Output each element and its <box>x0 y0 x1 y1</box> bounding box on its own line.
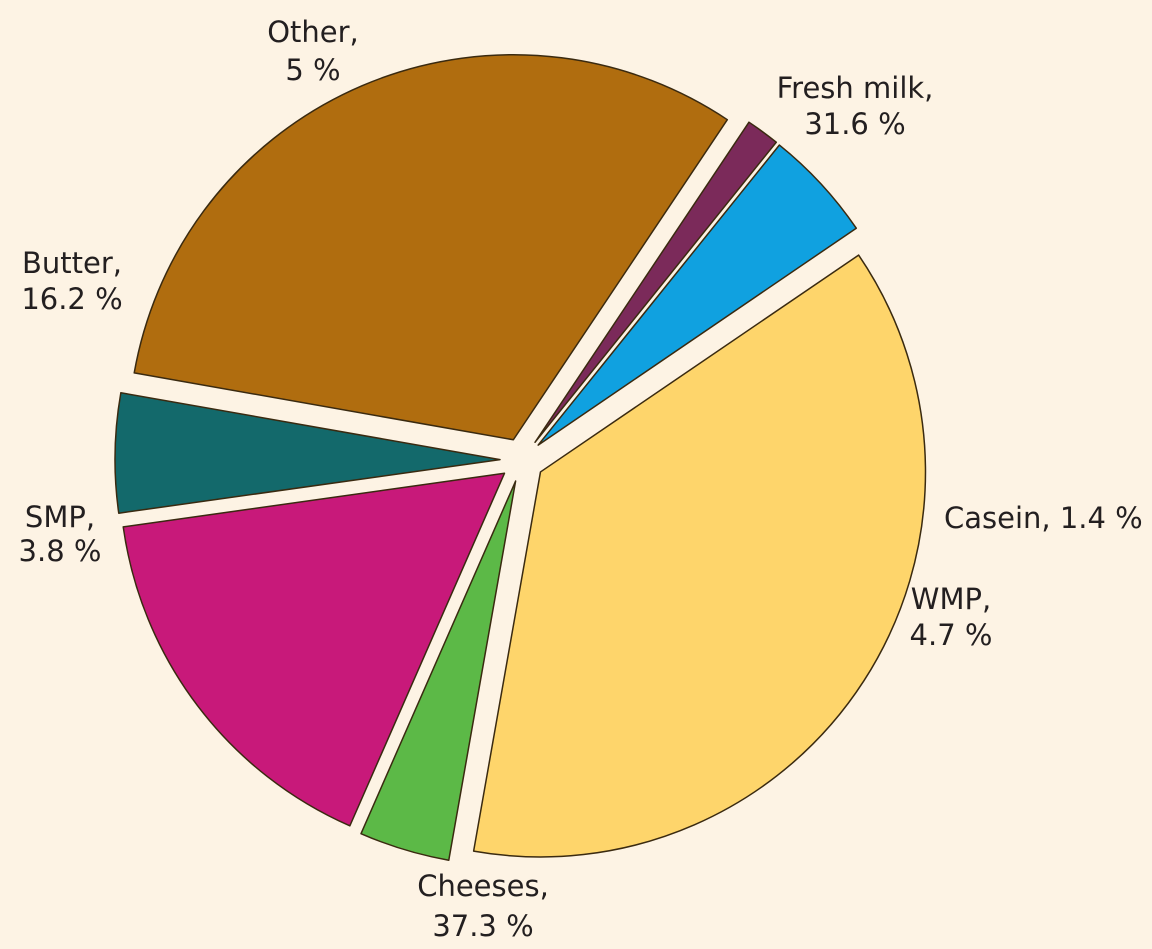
pie-slice-wmp <box>537 144 858 446</box>
slice-label-butter: Butter, 16.2 % <box>21 246 122 316</box>
slice-label-line: Other, <box>267 15 359 49</box>
slice-label-line: Cheeses, <box>417 869 549 903</box>
slice-label-line: 31.6 % <box>804 107 905 141</box>
pie-slices <box>114 54 927 861</box>
slice-label-line: 37.3 % <box>432 909 533 943</box>
slice-label-cheeses: Cheeses, 37.3 % <box>417 869 549 943</box>
slice-label-line: 3.8 % <box>19 534 102 568</box>
slice-label-fresh-milk: Fresh milk, 31.6 % <box>777 71 934 141</box>
slice-label-smp: SMP, 3.8 % <box>19 500 102 568</box>
slice-label-line: 4.7 % <box>910 618 993 652</box>
slice-label-line: WMP, <box>911 582 991 616</box>
slice-label-line: Fresh milk, <box>777 71 934 105</box>
pie-slice-fresh-milk <box>133 54 729 441</box>
slice-label-line: 16.2 % <box>21 282 122 316</box>
slice-label-casein: Casein, 1.4 % <box>944 501 1143 535</box>
slice-label-other: Other, 5 % <box>267 15 359 87</box>
slice-label-wmp: WMP, 4.7 % <box>910 582 993 652</box>
slice-label-line: Casein, 1.4 % <box>944 501 1143 535</box>
pie-slice-casein <box>534 121 778 444</box>
slice-label-line: SMP, <box>25 500 95 534</box>
slice-label-line: Butter, <box>22 246 122 280</box>
pie-labels: Fresh milk, 31.6 % Casein, 1.4 % WMP, 4.7 % C… <box>19 15 1143 943</box>
pie-slice-other <box>114 392 501 514</box>
pie-slice-butter <box>122 472 506 827</box>
pie-slice-smp <box>360 480 517 861</box>
slice-label-line: 5 % <box>285 53 340 87</box>
pie-slice-cheeses <box>472 254 927 858</box>
